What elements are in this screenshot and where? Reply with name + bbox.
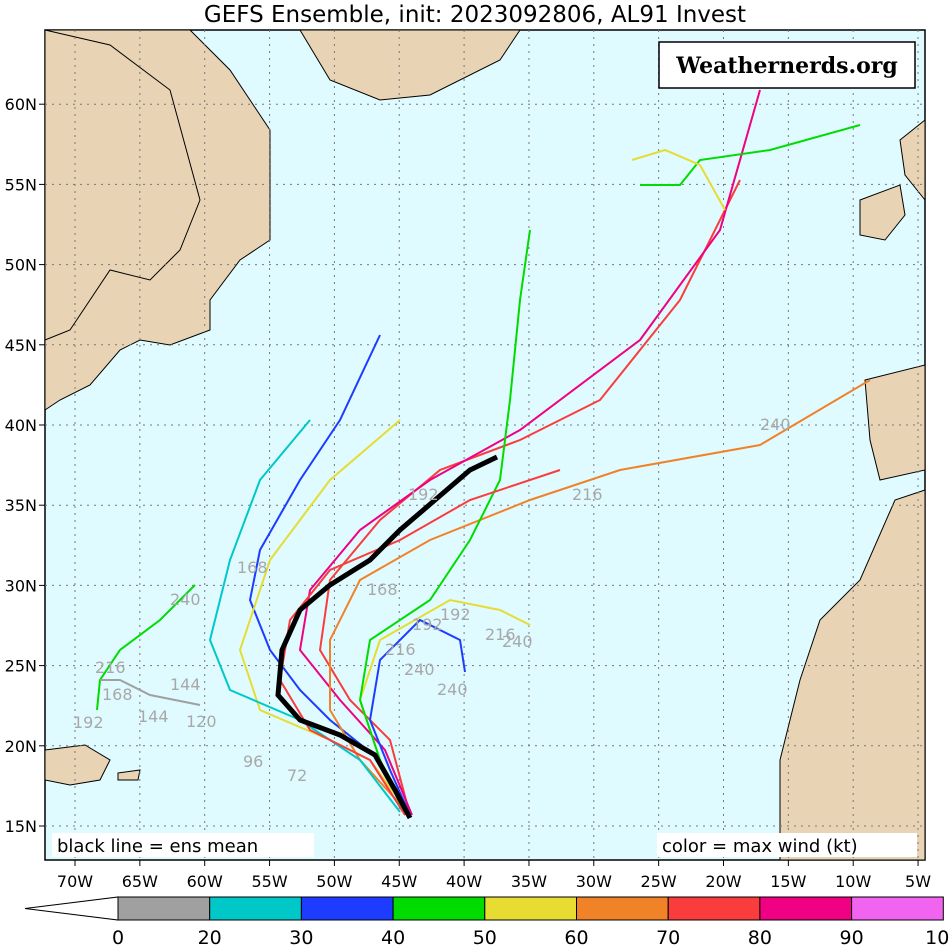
note: black line = ens mean — [57, 836, 258, 857]
hour-label: 168 — [237, 558, 268, 577]
lon-label: 20W — [705, 872, 741, 891]
colorbar-label: 30 — [289, 927, 313, 948]
colorbar-segment — [392, 896, 486, 921]
hour-label: 168 — [102, 685, 133, 704]
colorbar-segment — [300, 896, 394, 921]
lon-label: 55W — [251, 872, 287, 891]
colorbar-label: 20 — [198, 927, 222, 948]
track — [208, 419, 401, 813]
hour-label: 216 — [485, 625, 516, 644]
colorbar-segment — [484, 896, 577, 921]
note-box — [657, 833, 917, 857]
lon-label: 60W — [187, 872, 223, 891]
colorbar-label: 70 — [656, 927, 680, 948]
colorbar-segment — [759, 896, 853, 921]
lon-label: 45W — [381, 872, 417, 891]
hour-label: 144 — [138, 707, 169, 726]
hour-label: 72 — [287, 766, 307, 785]
graticule — [45, 30, 925, 860]
hour-label: 240 — [760, 415, 791, 434]
hour-label: 144 — [170, 675, 201, 694]
hour-label: 240 — [170, 590, 201, 609]
colorbar-segment — [667, 896, 761, 921]
colorbar-label: 90 — [840, 927, 864, 948]
lon-label: 15W — [770, 872, 806, 891]
track — [318, 179, 741, 816]
lat-label: 20N — [5, 737, 37, 756]
lat-label: 30N — [5, 576, 37, 595]
watermark: Weathernerds.org — [675, 53, 898, 79]
hour-label: 192 — [440, 605, 471, 624]
lon-label: 10W — [835, 872, 871, 891]
colorbar-segment — [209, 896, 302, 921]
lat-label: 15N — [5, 817, 37, 836]
lon-label: 5W — [905, 872, 931, 891]
colorbar-label: 40 — [381, 927, 405, 948]
hour-label: 216 — [95, 658, 126, 677]
note-box — [52, 833, 314, 857]
hour-label: 240 — [502, 632, 533, 651]
lon-label: 50W — [316, 872, 352, 891]
ensemble-mean — [275, 454, 499, 820]
track — [248, 334, 406, 816]
hour-label: 192 — [412, 615, 443, 634]
track-labels: 240 216 168 192 144 120 96 72 192 168 14… — [73, 415, 791, 785]
hour-label: 216 — [385, 640, 416, 659]
colorbar-label: 60 — [564, 927, 588, 948]
watermark-box — [658, 41, 916, 89]
track — [368, 618, 466, 816]
hour-label: 240 — [404, 660, 435, 679]
colorbar-label: 80 — [748, 927, 772, 948]
lat-label: 35N — [5, 496, 37, 515]
hour-label: 168 — [367, 580, 398, 599]
lon-label: 30W — [576, 872, 612, 891]
axes: 70W 65W 60W 55W 50W 45W 40W 35W 30W 25W 20W 15W 10W 5… — [5, 95, 932, 891]
track — [96, 584, 196, 711]
note: color = max wind (kt) — [662, 836, 858, 857]
lon-label: 40W — [446, 872, 482, 891]
lat-label: 25N — [5, 657, 37, 676]
lat-label: 40N — [5, 416, 37, 435]
lat-label: 50N — [5, 256, 37, 275]
colorbar-segment — [576, 896, 669, 921]
colorbar-segment — [117, 896, 211, 921]
lon-label: 25W — [641, 872, 677, 891]
lon-label: 70W — [57, 872, 93, 891]
track — [298, 89, 761, 816]
lon-label: 65W — [122, 872, 158, 891]
colorbar-label: 0 — [112, 927, 124, 948]
lon-label: 35W — [511, 872, 547, 891]
hour-label: 240 — [437, 680, 468, 699]
lat-label: 60N — [5, 95, 37, 114]
hour-label: 216 — [572, 485, 603, 504]
track — [631, 148, 726, 211]
hour-label: 192 — [408, 485, 439, 504]
colorbar: 0 20 30 40 50 60 70 80 90 100 — [24, 896, 950, 949]
lat-label: 45N — [5, 336, 37, 355]
track — [358, 229, 531, 816]
hour-label: 120 — [186, 712, 217, 731]
land — [44, 29, 926, 861]
lat-label: 55N — [5, 175, 37, 194]
track — [100, 679, 201, 706]
hour-label: 96 — [243, 752, 263, 771]
colorbar-label: 50 — [473, 927, 497, 948]
track — [278, 469, 561, 816]
colorbar-under — [24, 896, 119, 921]
hour-label: 192 — [73, 713, 104, 732]
tracks — [96, 89, 871, 820]
title: GEFS Ensemble, init: 2023092806, AL91 In… — [204, 2, 746, 28]
colorbar-segment — [851, 896, 944, 921]
colorbar-label: 100 — [925, 927, 950, 948]
track — [640, 124, 861, 186]
